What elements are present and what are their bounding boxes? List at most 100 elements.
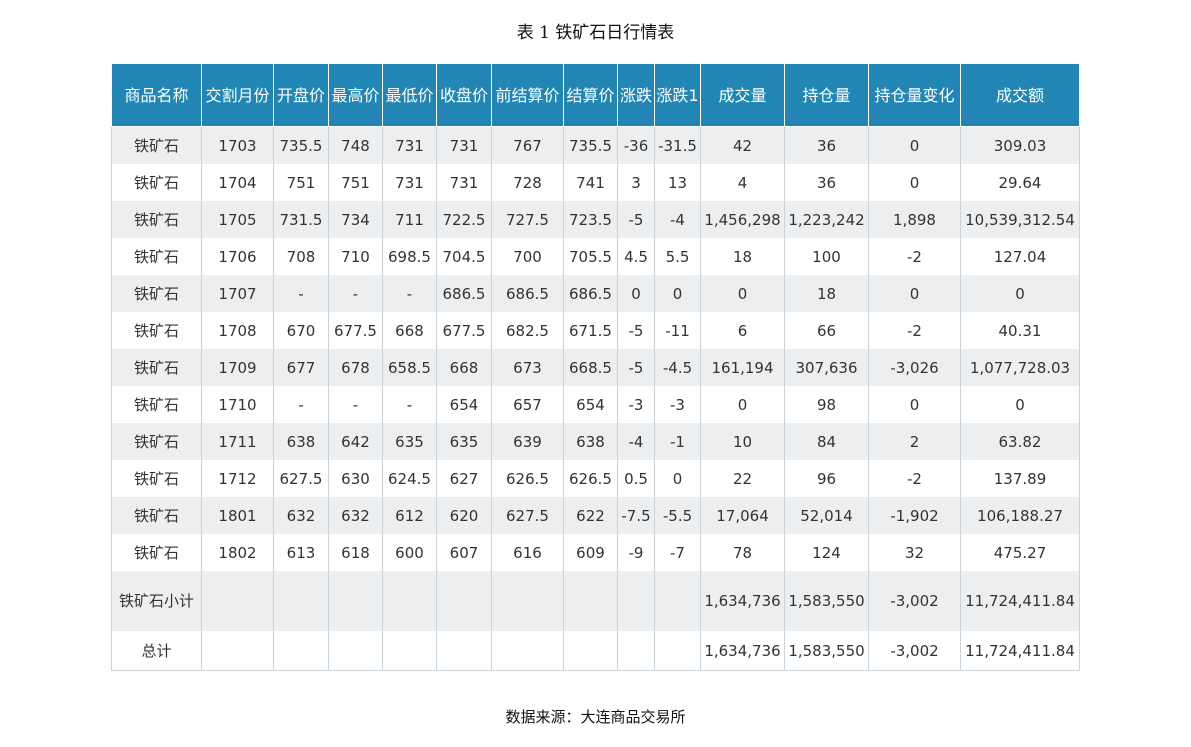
table-cell: 0 [960,386,1080,423]
table-cell: 711 [382,201,437,238]
table-cell: -5 [617,201,655,238]
table-cell: 710 [328,238,383,275]
table-cell: -3,026 [868,349,961,386]
table-cell: 17,064 [700,497,785,534]
table-cell: 635 [436,423,492,460]
table-cell: 98 [784,386,869,423]
table-cell: 728 [491,164,564,201]
table-cell: -2 [868,312,961,349]
table-cell: 137.89 [960,460,1080,497]
table-cell: -4 [654,201,701,238]
table-cell: 铁矿石 [111,349,202,386]
table-cell: 630 [328,460,383,497]
table-cell: 309.03 [960,126,1080,164]
table-cell: -5 [617,312,655,349]
table-cell: 78 [700,534,785,571]
table-cell: 18 [700,238,785,275]
table-cell: 84 [784,423,869,460]
column-header: 持仓量 [784,63,869,127]
table-cell: -31.5 [654,126,701,164]
table-cell: 751 [273,164,329,201]
table-cell [328,631,383,671]
table-cell: 铁矿石 [111,312,202,349]
table-cell: 铁矿石 [111,238,202,275]
table-cell: 1,634,736 [700,631,785,671]
table-cell: - [328,386,383,423]
table-cell: 0 [868,126,961,164]
table-cell: 0 [700,275,785,312]
table-cell: 1,583,550 [784,571,869,631]
iron-ore-quote-table: 商品名称 交割月份 开盘价 最高价 最低价 收盘价 前结算价 结算价 涨跌 涨跌1 成交量 持仓量 持仓… [111,63,1080,671]
table-cell: 632 [328,497,383,534]
table-cell: -4.5 [654,349,701,386]
table-cell: 708 [273,238,329,275]
table-cell: 0 [700,386,785,423]
table-row: 铁矿石 1704 751 751 731 731 728 741 3 13 4 36 0 29.64 [111,164,1080,201]
table-cell: 657 [491,386,564,423]
table-cell [491,631,564,671]
table-cell: 668.5 [563,349,618,386]
table-cell: 10,539,312.54 [960,201,1080,238]
table-cell: 0 [868,386,961,423]
table-cell: 1,077,728.03 [960,349,1080,386]
table-cell: 616 [491,534,564,571]
table-cell: -7 [654,534,701,571]
table-cell: 1707 [201,275,274,312]
table-cell: - [273,275,329,312]
table-cell: 66 [784,312,869,349]
table-cell: - [328,275,383,312]
table-header: 商品名称 交割月份 开盘价 最高价 最低价 收盘价 前结算价 结算价 涨跌 涨跌1 成交量 持仓量 持仓… [111,63,1080,127]
table-cell [436,571,492,631]
table-cell: 632 [273,497,329,534]
table-cell: 127.04 [960,238,1080,275]
table-cell [654,631,701,671]
table-cell: -1,902 [868,497,961,534]
table-cell: 1801 [201,497,274,534]
table-cell: 铁矿石 [111,275,202,312]
table-cell: 638 [273,423,329,460]
column-header: 交割月份 [201,63,274,127]
table-cell: 13 [654,164,701,201]
table-cell: 29.64 [960,164,1080,201]
table-cell: 铁矿石 [111,497,202,534]
table-cell: 36 [784,126,869,164]
table-cell: 铁矿石 [111,534,202,571]
table-cell: 1711 [201,423,274,460]
table-cell: 5.5 [654,238,701,275]
table-cell: 3 [617,164,655,201]
table-cell [617,631,655,671]
table-cell: 475.27 [960,534,1080,571]
table-cell: 2 [868,423,961,460]
table-cell: 731 [436,126,492,164]
table-cell: -3,002 [868,571,961,631]
table-row: 铁矿石 1705 731.5 734 711 722.5 727.5 723.5 -5 -4 1,4… [111,201,1080,238]
table-cell: 10 [700,423,785,460]
data-source-note: 数据来源：大连商品交易所 [505,708,686,726]
table-cell: 52,014 [784,497,869,534]
table-cell: 639 [491,423,564,460]
table-cell: 677 [273,349,329,386]
table-cell: 671.5 [563,312,618,349]
table-cell: 18 [784,275,869,312]
table-cell: 0.5 [617,460,655,497]
table-cell: 1,456,298 [700,201,785,238]
table-cell [563,571,618,631]
column-header: 最高价 [328,63,383,127]
column-header: 涨跌1 [654,63,701,127]
table-cell: 670 [273,312,329,349]
table-cell: -3,002 [868,631,961,671]
table-cell: 4 [700,164,785,201]
column-header: 涨跌 [617,63,655,127]
subtotal-row: 铁矿石小计 1,634,736 1,583,550 -3,002 11,724,411.… [111,571,1080,631]
table-cell [201,631,274,671]
table-cell: -3 [617,386,655,423]
table-cell [201,571,274,631]
table-cell: 0 [960,275,1080,312]
table-cell: -7.5 [617,497,655,534]
table-cell [563,631,618,671]
table-cell: 654 [436,386,492,423]
table-cell [654,571,701,631]
table-caption: 表 1 铁矿石日行情表 [516,23,675,43]
column-header: 最低价 [382,63,437,127]
table-cell: 741 [563,164,618,201]
